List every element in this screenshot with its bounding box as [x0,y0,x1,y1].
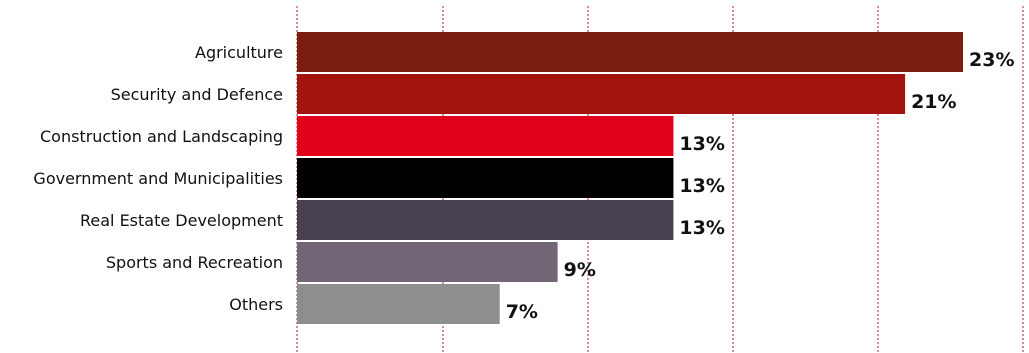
category-labels: Agriculture Security and Defence Construct… [33,43,283,314]
bar-security-and-defence [297,74,906,114]
bar-sports-and-recreation [297,242,558,282]
value-label: 23% [969,49,1014,71]
value-label: 13% [679,133,724,155]
category-label: Sports and Recreation [106,253,283,272]
value-labels: 23% 21% 13% 13% 13% 9% 7% [506,49,1015,323]
bar-government-and-municipalities [297,158,674,198]
category-label: Others [229,295,283,314]
value-label: 21% [911,91,956,113]
bar-others [297,284,500,324]
value-label: 7% [506,301,538,323]
bar-construction-and-landscaping [297,116,674,156]
category-label: Real Estate Development [80,211,283,230]
value-label: 13% [679,175,724,197]
bar-agriculture [297,32,963,72]
category-label: Security and Defence [111,85,283,104]
bars [297,32,963,324]
category-label: Agriculture [195,43,283,62]
category-label: Government and Municipalities [33,169,283,188]
value-label: 9% [564,259,596,281]
bar-real-estate-development [297,200,674,240]
category-label: Construction and Landscaping [40,127,283,146]
value-label: 13% [679,217,724,239]
